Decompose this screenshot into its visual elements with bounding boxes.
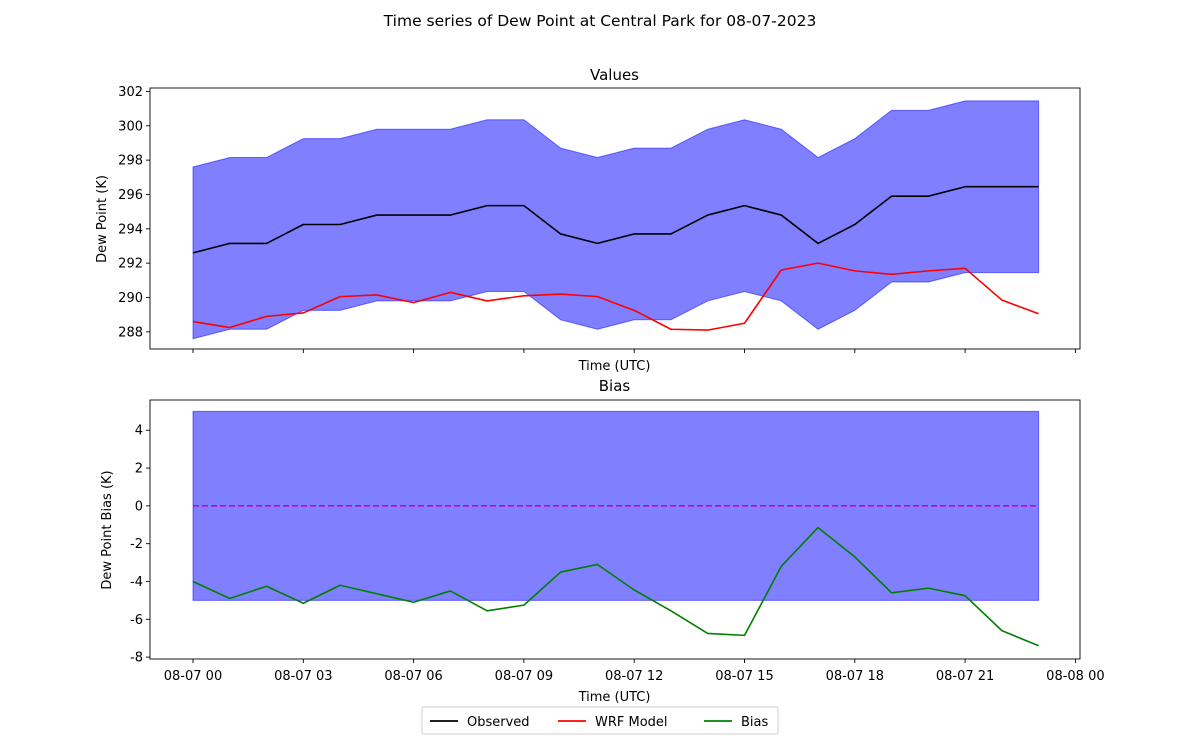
legend: Observed WRF Model Bias — [421, 706, 779, 735]
y-tick-label: 292 — [118, 257, 143, 272]
y-tick-label: 294 — [118, 222, 143, 237]
wrf-model-series-line — [192, 262, 1039, 331]
y-tick-label: -2 — [130, 537, 143, 552]
x-tick-label: 08-07 18 — [826, 669, 884, 684]
x-tick-label: 08-07 09 — [495, 669, 553, 684]
y-tick-label: 0 — [135, 499, 143, 514]
y-tick-label: 290 — [118, 291, 143, 306]
x-tick-label: 08-07 03 — [274, 669, 332, 684]
y-tick-label: -6 — [130, 613, 143, 628]
bias-plot-area: -8 -6 -4 -2 0 2 4 08-07 00 08-07 03 08-07 06 08-07… — [130, 399, 1105, 684]
uncertainty-band — [192, 410, 1040, 601]
bias-panel-xlabel: Time (UTC) — [578, 690, 651, 705]
values-panel-ylabel: Dew Point (K) — [95, 175, 110, 263]
uncertainty-band — [192, 100, 1040, 340]
y-tick-label: 298 — [118, 154, 143, 169]
legend-frame — [421, 706, 779, 735]
axes-frame — [149, 87, 1081, 350]
bias-series-line — [192, 526, 1039, 647]
y-tick-label: -8 — [130, 651, 143, 666]
y-tick-label: 288 — [118, 325, 143, 340]
bias-panel-ylabel: Dew Point Bias (K) — [100, 470, 115, 589]
values-panel: Values Time (UTC) Dew Point (K) 288 290 29… — [95, 66, 1081, 374]
figure-suptitle: Time series of Dew Point at Central Park… — [383, 12, 817, 30]
y-tick-label: 2 — [135, 462, 143, 477]
y-tick-label: 296 — [118, 188, 143, 203]
y-tick-label: 4 — [135, 424, 143, 439]
axes-frame — [149, 399, 1081, 660]
x-tick-label: 08-07 21 — [936, 669, 994, 684]
values-plot-area: 288 290 292 294 296 298 300 302 — [118, 85, 1081, 353]
x-tick-label: 08-07 00 — [164, 669, 222, 684]
bias-panel: Bias Time (UTC) Dew Point Bias (K) -8-6-… — [100, 377, 1105, 705]
x-tick-label: 08-08 00 — [1046, 669, 1104, 684]
bias-panel-title: Bias — [599, 377, 631, 395]
legend-label-observed: Observed — [467, 715, 530, 730]
legend-label-wrf-model: WRF Model — [595, 715, 668, 730]
x-tick-label: 08-07 12 — [605, 669, 663, 684]
y-tick-label: -4 — [130, 575, 143, 590]
x-tick-label: 08-07 15 — [715, 669, 773, 684]
observed-series-line — [192, 185, 1039, 254]
values-panel-title: Values — [590, 66, 639, 84]
legend-label-bias: Bias — [741, 715, 768, 730]
y-tick-label: 302 — [118, 85, 143, 100]
values-panel-xlabel: Time (UTC) — [578, 359, 651, 374]
y-tick-label: 300 — [118, 119, 143, 134]
x-tick-label: 08-07 06 — [384, 669, 442, 684]
